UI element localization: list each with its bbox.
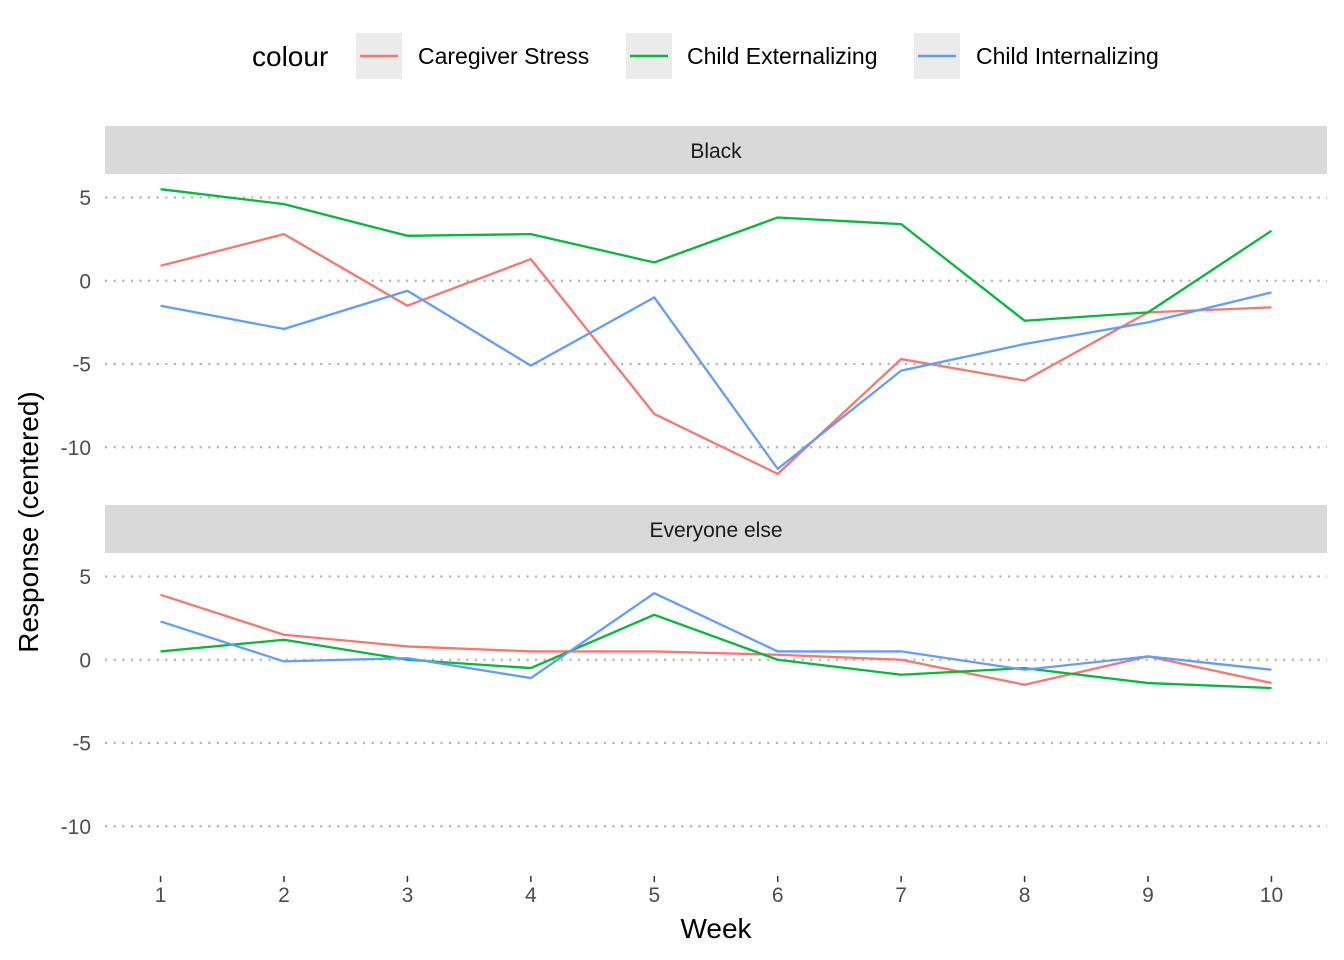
x-axis: 1 2 3 4 5 6 7 8 9 10 [155, 876, 1283, 907]
facet-panel: Everyone else 5 0 -5 -10 [61, 505, 1327, 839]
x-tick-label: 4 [525, 884, 537, 907]
facet-strip-label: Black [690, 140, 742, 163]
x-tick-label: 9 [1142, 884, 1154, 907]
x-tick-label: 5 [648, 884, 660, 907]
y-axis-title: Response (centered) [13, 391, 44, 652]
y-tick-label: 0 [79, 649, 91, 672]
legend-label: Child Externalizing [687, 43, 877, 69]
x-tick-label: 6 [772, 884, 784, 907]
x-tick-label: 7 [895, 884, 907, 907]
legend-label: Caregiver Stress [418, 43, 589, 69]
x-tick-label: 1 [155, 884, 167, 907]
facet-panel: Black 5 0 -5 -10 [61, 126, 1327, 476]
series-line-child-externalizing [160, 188, 1273, 322]
series-line-child-internalizing [160, 592, 1272, 680]
x-tick-label: 10 [1260, 884, 1283, 907]
y-tick-label: -5 [72, 733, 91, 756]
x-axis-title: Week [680, 913, 752, 944]
series-line-caregiver-stress [160, 232, 1272, 476]
legend-title: colour [252, 41, 328, 72]
x-tick-label: 8 [1019, 884, 1031, 907]
legend-item: Child Internalizing [914, 33, 1159, 79]
legend-label: Child Internalizing [976, 43, 1159, 69]
legend-item: Caregiver Stress [356, 33, 589, 79]
series-line-caregiver-stress [160, 593, 1272, 686]
y-tick-label: -5 [72, 354, 91, 377]
y-tick-label: 0 [79, 270, 91, 293]
facet-strip [105, 126, 1327, 174]
y-tick-label: -10 [61, 437, 91, 460]
y-tick-label: 5 [79, 187, 91, 210]
x-tick-label: 2 [278, 884, 290, 907]
facet-strip-label: Everyone else [649, 519, 782, 542]
x-tick-label: 3 [402, 884, 414, 907]
y-tick-label: -10 [61, 816, 91, 839]
facet-strip [105, 505, 1327, 553]
series-line-child-externalizing [160, 613, 1272, 690]
legend-item: Child Externalizing [626, 33, 877, 79]
series-line-child-internalizing [160, 289, 1272, 471]
legend: colour Caregiver Stress Child Externalizi… [252, 33, 1159, 79]
y-tick-label: 5 [79, 566, 91, 589]
